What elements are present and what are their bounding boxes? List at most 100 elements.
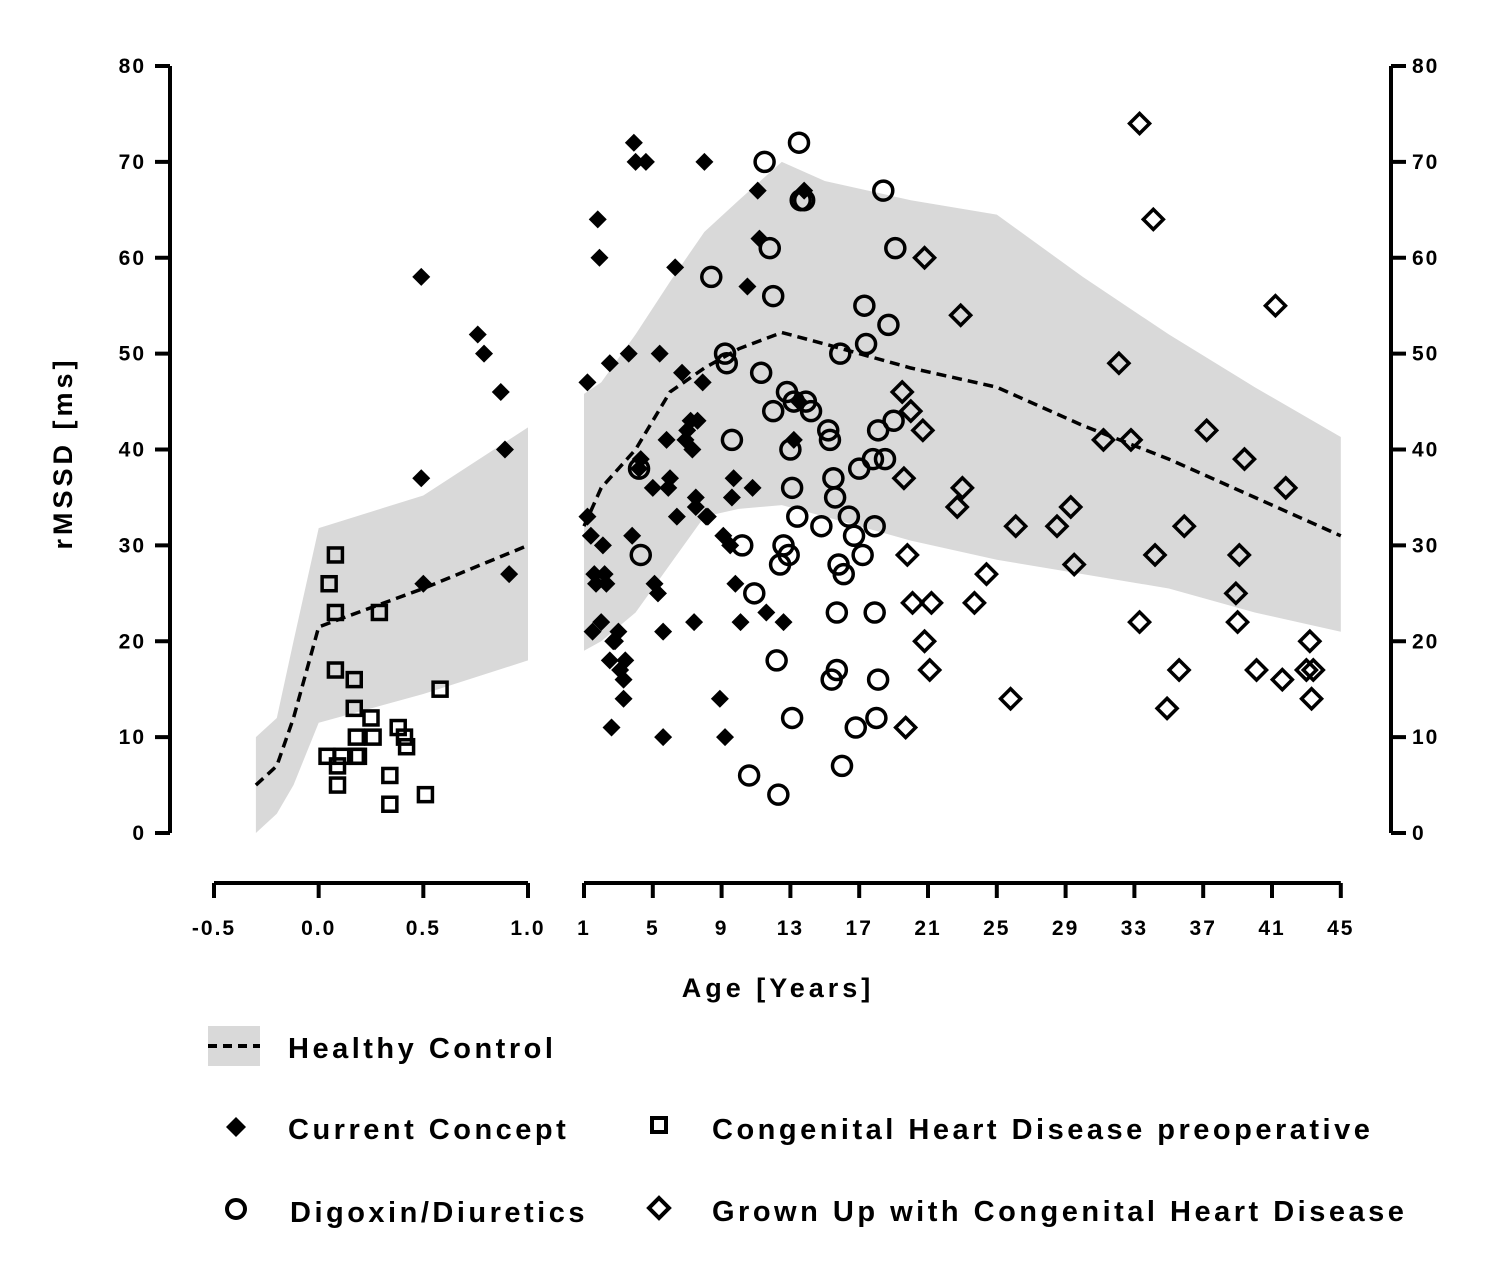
- legend-label-guch: Grown Up with Congenital Heart Disease: [712, 1196, 1407, 1228]
- point-current-concept: [724, 469, 743, 488]
- x-tick-label-child_adult: 5: [646, 917, 660, 940]
- point-grown-up-with-congenital-heart-disease: [1226, 542, 1252, 568]
- point-congenital-heart-disease-preoperative: [364, 728, 382, 746]
- point-congenital-heart-disease-preoperative: [328, 776, 347, 794]
- point-digoxin-diuretics: [700, 265, 723, 289]
- x-tick-label-child_adult: 17: [846, 917, 873, 940]
- point-grown-up-with-congenital-heart-disease: [1269, 667, 1295, 693]
- y-tick-label-right: 60: [1412, 247, 1439, 270]
- point-digoxin-diuretics: [787, 131, 811, 154]
- point-congenital-heart-disease-preoperative: [349, 747, 368, 766]
- point-current-concept: [593, 536, 612, 555]
- point-digoxin-diuretics: [884, 236, 907, 260]
- y-tick-label-left: 70: [119, 151, 146, 174]
- x-tick-label-child_adult: 1: [577, 917, 591, 940]
- legend-marker-digoxin: [225, 1198, 247, 1220]
- point-grown-up-with-congenital-heart-disease: [900, 590, 925, 616]
- point-current-concept: [731, 613, 750, 632]
- point-grown-up-with-congenital-heart-disease: [1297, 628, 1323, 654]
- point-digoxin-diuretics: [737, 764, 761, 787]
- point-grown-up-with-congenital-heart-disease: [918, 590, 944, 616]
- point-congenital-heart-disease-preoperative: [326, 661, 345, 679]
- healthy-control-mean-infant: [254, 543, 529, 787]
- point-grown-up-with-congenital-heart-disease: [1044, 513, 1070, 539]
- point-digoxin-diuretics: [825, 658, 849, 682]
- point-grown-up-with-congenital-heart-disease: [961, 590, 987, 616]
- x-tick-label-child_adult: 37: [1190, 917, 1217, 940]
- point-grown-up-with-congenital-heart-disease: [998, 686, 1024, 712]
- point-grown-up-with-congenital-heart-disease: [1244, 657, 1269, 683]
- legend-label-healthy-control: Healthy Control: [288, 1033, 556, 1065]
- point-grown-up-with-congenital-heart-disease: [889, 379, 915, 405]
- y-tick-label-left: 10: [119, 726, 146, 749]
- point-congenital-heart-disease-preoperative: [320, 574, 338, 593]
- point-current-concept: [491, 382, 510, 401]
- point-digoxin-diuretics: [854, 332, 878, 356]
- point-digoxin-diuretics: [753, 150, 776, 174]
- point-digoxin-diuretics: [863, 514, 886, 538]
- point-digoxin-diuretics: [792, 188, 816, 212]
- point-current-concept: [661, 469, 679, 488]
- point-grown-up-with-congenital-heart-disease: [910, 417, 936, 443]
- data-points: [318, 111, 1326, 813]
- point-current-concept: [495, 440, 514, 459]
- point-grown-up-with-congenital-heart-disease: [1223, 580, 1249, 606]
- point-digoxin-diuretics: [765, 649, 788, 672]
- point-current-concept: [623, 526, 642, 545]
- point-current-concept: [743, 478, 762, 497]
- point-digoxin-diuretics: [780, 476, 804, 500]
- x-tick-label-child_adult: 29: [1052, 917, 1079, 940]
- point-current-concept: [685, 613, 704, 632]
- point-current-concept: [726, 574, 745, 593]
- point-current-concept: [698, 507, 717, 526]
- legend-label-current-concept: Current Concept: [288, 1114, 569, 1146]
- point-digoxin-diuretics: [866, 419, 890, 442]
- point-grown-up-with-congenital-heart-disease: [1225, 609, 1251, 635]
- point-current-concept: [710, 689, 729, 708]
- point-current-concept: [686, 488, 705, 507]
- point-digoxin-diuretics: [720, 428, 744, 452]
- point-congenital-heart-disease-preoperative: [328, 757, 347, 775]
- x-axis-title: Age [Years]: [682, 973, 875, 1003]
- y-tick-label-left: 20: [119, 630, 146, 653]
- point-digoxin-diuretics: [730, 534, 754, 557]
- legend-marker-chd-preoperative: [650, 1116, 668, 1134]
- point-grown-up-with-congenital-heart-disease: [1154, 695, 1180, 721]
- point-digoxin-diuretics: [844, 716, 868, 739]
- healthy-control-band-infant: [255, 427, 528, 833]
- point-digoxin-diuretics: [761, 284, 785, 308]
- point-current-concept: [650, 344, 669, 363]
- point-digoxin-diuretics: [823, 486, 847, 509]
- x-tick-label-infant: -0.5: [192, 917, 236, 940]
- x-tick-label-child_adult: 45: [1327, 917, 1354, 940]
- point-current-concept: [667, 507, 686, 526]
- y-tick-label-right: 10: [1412, 726, 1439, 749]
- point-digoxin-diuretics: [767, 783, 790, 806]
- point-grown-up-with-congenital-heart-disease: [1142, 542, 1168, 568]
- point-grown-up-with-congenital-heart-disease: [894, 542, 920, 568]
- point-grown-up-with-congenital-heart-disease: [1232, 446, 1257, 472]
- point-current-concept: [614, 689, 633, 708]
- point-current-concept: [757, 603, 776, 622]
- point-congenital-heart-disease-preoperative: [381, 766, 399, 785]
- x-tick-label-child_adult: 41: [1258, 917, 1285, 940]
- point-current-concept: [412, 469, 431, 488]
- point-digoxin-diuretics: [779, 438, 802, 461]
- point-digoxin-diuretics: [873, 447, 897, 471]
- point-current-concept: [750, 229, 769, 248]
- point-digoxin-diuretics: [851, 543, 874, 567]
- y-tick-label-right: 20: [1412, 630, 1439, 653]
- point-congenital-heart-disease-preoperative: [416, 785, 435, 804]
- legend-label-digoxin: Digoxin/Diuretics: [290, 1197, 588, 1229]
- point-current-concept: [686, 498, 705, 517]
- point-digoxin-diuretics: [749, 361, 773, 385]
- point-current-concept: [588, 210, 607, 229]
- point-current-concept: [695, 152, 714, 171]
- y-tick-label-left: 50: [119, 343, 146, 366]
- point-congenital-heart-disease-preoperative: [345, 670, 364, 689]
- point-current-concept: [600, 651, 619, 670]
- point-current-concept: [583, 622, 602, 641]
- point-grown-up-with-congenital-heart-disease: [912, 245, 938, 271]
- point-congenital-heart-disease-preoperative: [431, 680, 449, 698]
- point-digoxin-diuretics: [810, 514, 833, 538]
